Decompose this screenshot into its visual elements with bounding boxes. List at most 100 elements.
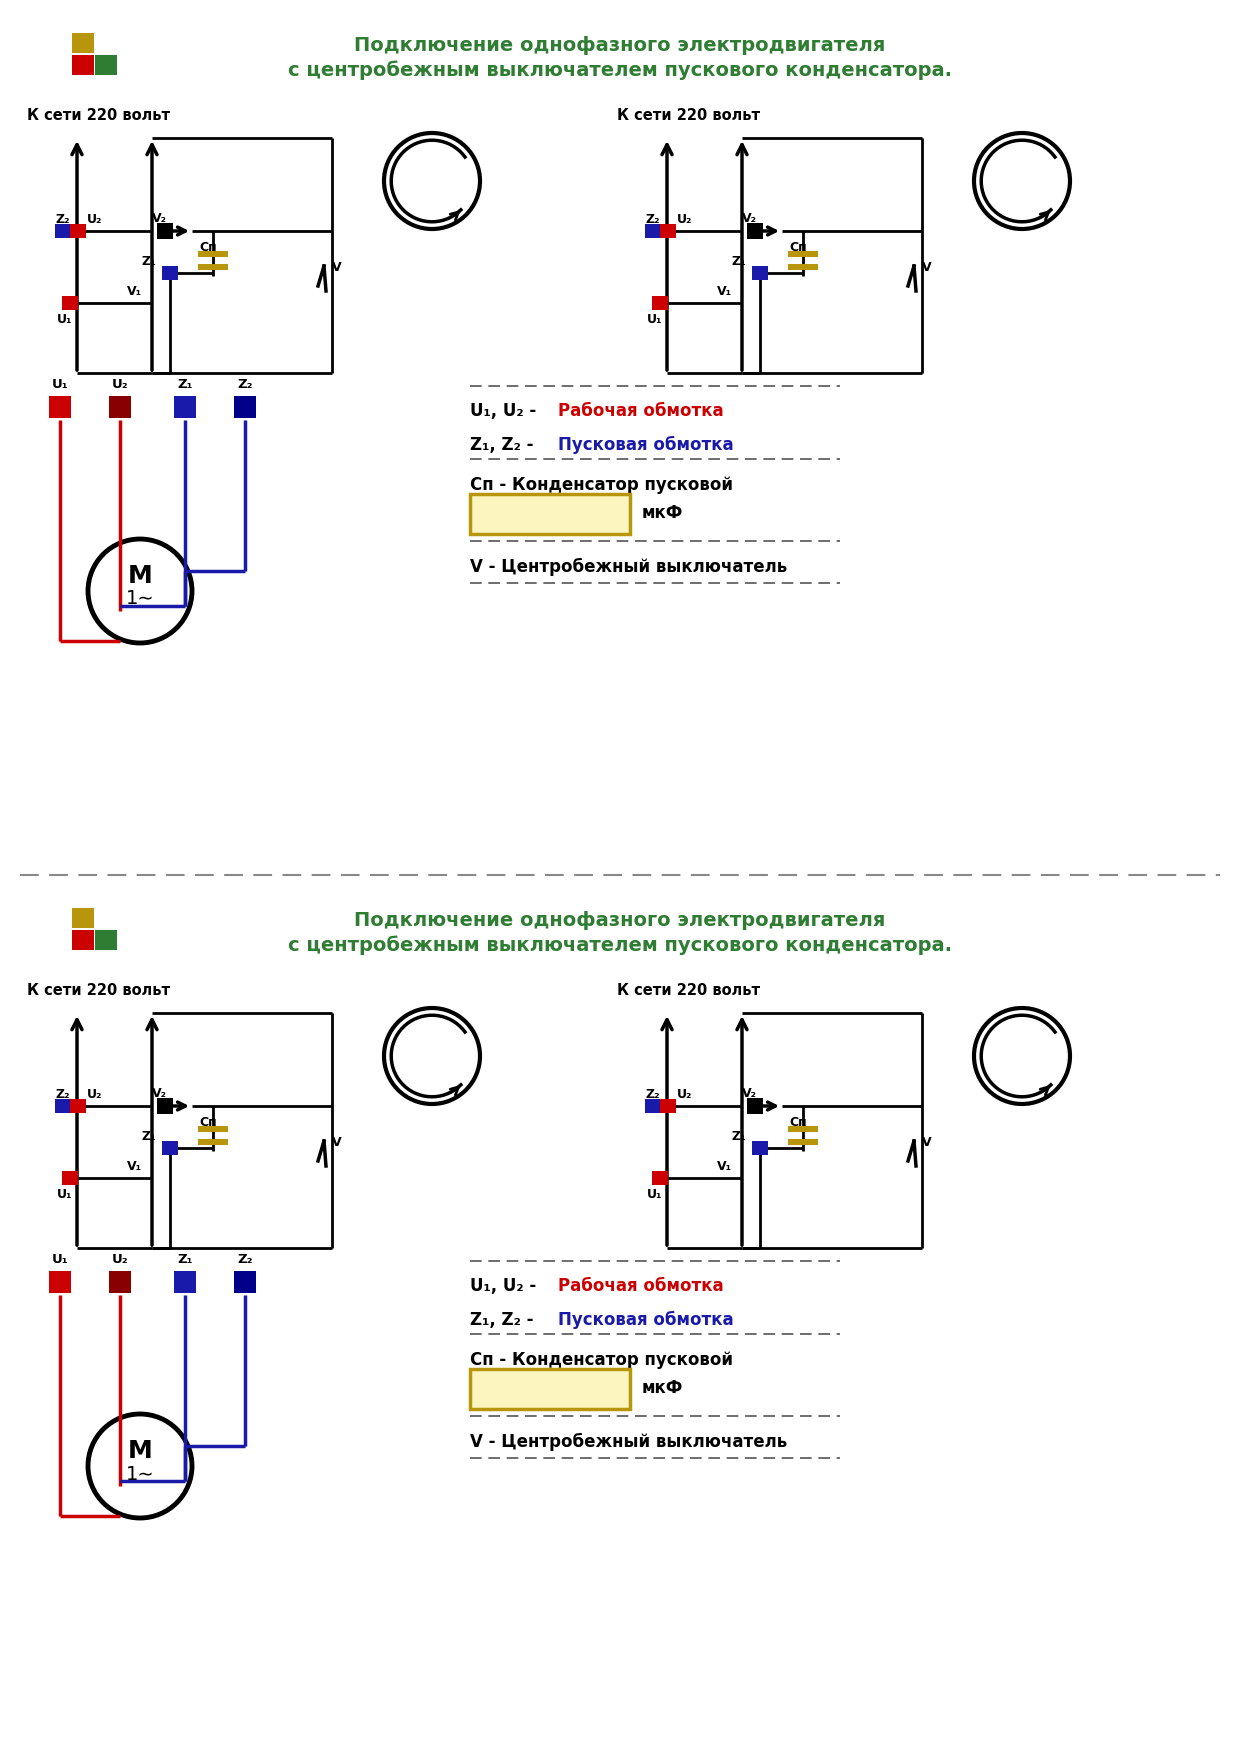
Text: Cп - Конденсатор пусковой: Cп - Конденсатор пусковой [470,1351,733,1370]
Text: Z₂: Z₂ [237,379,253,391]
Bar [198,265,228,270]
Text: Cп: Cп [198,240,217,254]
Bar [109,396,131,417]
Text: Пусковая обмотка: Пусковая обмотка [558,437,734,454]
Bar [174,1272,196,1293]
Text: Cп - Конденсатор пусковой: Cп - Конденсатор пусковой [470,475,733,495]
Text: V: V [923,1137,931,1149]
Bar [55,1100,71,1114]
Bar [660,225,676,239]
Bar [751,267,768,281]
Text: Cп: Cп [198,1116,217,1130]
Text: с центробежным выключателем пускового конденсатора.: с центробежным выключателем пускового ко… [288,935,952,954]
Text: Рабочая обмотка: Рабочая обмотка [558,1277,724,1294]
Bar [50,396,71,417]
Text: U₁: U₁ [57,1187,73,1201]
Bar [751,1142,768,1154]
Text: U₂: U₂ [87,212,103,226]
Bar [470,1370,630,1408]
Bar [109,1272,131,1293]
Bar [645,1100,661,1114]
Text: Z₂: Z₂ [55,1087,69,1102]
Text: V₁: V₁ [126,284,143,298]
Bar [746,1098,763,1114]
Text: Z₂: Z₂ [55,212,69,226]
Bar [652,1172,668,1186]
Bar [55,225,71,239]
Text: V₂: V₂ [742,1087,756,1100]
Text: V: V [332,261,342,274]
Text: Z₁: Z₁ [732,254,746,268]
Text: Cп: Cп [789,1116,807,1130]
Text: U₁: U₁ [57,312,73,326]
Text: Z₁: Z₁ [177,1252,192,1266]
Text: U₂: U₂ [677,212,692,226]
Text: U₂: U₂ [112,1252,128,1266]
Text: Подключение однофазного электродвигателя: Подключение однофазного электродвигателя [355,37,885,54]
Text: 1∼: 1∼ [125,1465,154,1484]
Text: Пусковая обмотка: Пусковая обмотка [558,1310,734,1330]
Text: К сети 220 вольт: К сети 220 вольт [27,982,170,998]
Text: Z₂: Z₂ [645,212,660,226]
Text: V₁: V₁ [717,1159,732,1173]
Bar [72,33,94,53]
Text: U₁: U₁ [647,1187,662,1201]
Bar [95,930,117,951]
Text: V₁: V₁ [717,284,732,298]
Text: V₂: V₂ [153,212,167,225]
Text: U₂: U₂ [112,379,128,391]
Bar [470,495,630,533]
Text: Z₁: Z₁ [143,1130,156,1144]
Text: К сети 220 вольт: К сети 220 вольт [27,109,170,123]
Bar [746,223,763,239]
Bar [162,1142,179,1154]
Bar [72,930,94,951]
Text: Z₂: Z₂ [237,1252,253,1266]
Text: Z₁: Z₁ [177,379,192,391]
Bar [157,223,174,239]
Bar [787,1138,818,1145]
Text: U₁, U₂ -: U₁, U₂ - [470,402,542,419]
Text: К сети 220 вольт: К сети 220 вольт [618,982,760,998]
Bar [652,296,668,310]
Text: U₂: U₂ [87,1087,103,1102]
Text: Z₁, Z₂ -: Z₁, Z₂ - [470,1310,539,1330]
Bar [62,1172,78,1186]
Bar [162,267,179,281]
Bar [69,225,86,239]
Bar [95,54,117,75]
Bar [787,265,818,270]
Text: мкФ: мкФ [642,1379,683,1396]
Bar [787,251,818,258]
Bar [50,1272,71,1293]
Text: V - Центробежный выключатель: V - Центробежный выключатель [470,558,787,575]
Text: М: М [128,565,153,588]
Text: V: V [923,261,931,274]
Text: Z₁: Z₁ [143,254,156,268]
Text: Z₂: Z₂ [645,1087,660,1102]
Bar [234,396,255,417]
Text: U₁: U₁ [647,312,662,326]
Bar [62,296,78,310]
Bar [198,1138,228,1145]
Text: К сети 220 вольт: К сети 220 вольт [618,109,760,123]
Text: U₁: U₁ [52,379,68,391]
Bar [157,1098,174,1114]
Text: V₂: V₂ [153,1087,167,1100]
Bar [234,1272,255,1293]
Text: Z₁: Z₁ [732,1130,746,1144]
Text: V₂: V₂ [742,212,756,225]
Bar [72,54,94,75]
Text: 1∼: 1∼ [125,589,154,609]
Bar [69,1100,86,1114]
Bar [198,1126,228,1131]
Text: U₁, U₂ -: U₁, U₂ - [470,1277,542,1294]
Text: Подключение однофазного электродвигателя: Подключение однофазного электродвигателя [355,910,885,930]
Bar [787,1126,818,1131]
Text: Рабочая обмотка: Рабочая обмотка [558,402,724,419]
Bar [174,396,196,417]
Text: с центробежным выключателем пускового конденсатора.: с центробежным выключателем пускового ко… [288,60,952,79]
Text: М: М [128,1438,153,1463]
Text: V: V [332,1137,342,1149]
Text: Cп: Cп [789,240,807,254]
